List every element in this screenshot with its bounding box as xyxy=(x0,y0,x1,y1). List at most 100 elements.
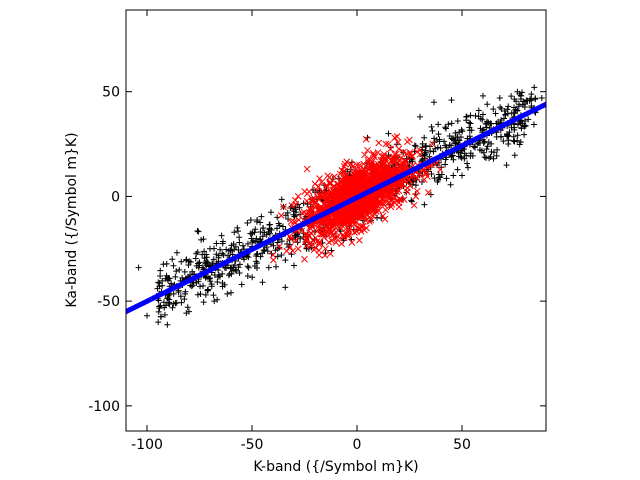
red-cross-point xyxy=(336,170,344,178)
black-plus-point xyxy=(208,283,215,290)
red-cross-point xyxy=(390,153,397,161)
red-cross-point xyxy=(324,172,331,180)
black-plus-point xyxy=(202,291,209,298)
red-cross-point xyxy=(382,166,389,173)
black-plus-point xyxy=(421,134,428,141)
red-cross-point xyxy=(380,154,388,162)
black-plus-point xyxy=(438,164,445,171)
black-plus-point xyxy=(480,111,487,118)
red-cross-point xyxy=(328,237,335,245)
black-plus-point xyxy=(458,154,465,161)
black-plus-point xyxy=(521,131,528,138)
black-plus-point xyxy=(521,123,528,130)
red-cross-point xyxy=(303,190,311,198)
black-plus-point xyxy=(477,125,484,132)
black-plus-point xyxy=(483,124,490,131)
black-plus-point xyxy=(496,94,503,101)
black-plus-point xyxy=(470,143,477,150)
black-plus-point xyxy=(257,253,264,260)
black-plus-point xyxy=(135,264,142,271)
black-plus-point xyxy=(284,240,291,247)
red-cross-point xyxy=(376,193,384,201)
black-plus-point xyxy=(225,252,232,259)
black-plus-point xyxy=(172,273,179,280)
black-plus-point xyxy=(223,246,230,253)
red-cross-point xyxy=(364,197,372,204)
black-plus-point xyxy=(514,121,521,128)
black-plus-point xyxy=(282,284,289,291)
black-plus-point xyxy=(423,142,430,149)
red-cross-point xyxy=(329,231,336,239)
red-cross-point xyxy=(288,202,296,209)
black-plus-point xyxy=(416,172,423,179)
x-tick-label: -100 xyxy=(131,437,163,453)
black-plus-point xyxy=(438,171,445,178)
black-plus-point xyxy=(508,93,515,100)
red-cross-point xyxy=(306,239,314,247)
black-plus-point xyxy=(279,223,286,230)
black-plus-point xyxy=(466,133,473,140)
black-plus-point xyxy=(157,273,164,280)
red-cross-point xyxy=(356,177,363,185)
red-cross-point xyxy=(321,252,329,259)
red-cross-point xyxy=(269,251,277,259)
black-plus-point xyxy=(270,242,277,249)
red-cross-point xyxy=(307,229,315,237)
red-cross-point xyxy=(355,170,363,178)
black-plus-point xyxy=(157,313,164,320)
black-plus-point xyxy=(459,172,465,179)
red-cross-point xyxy=(311,180,319,188)
red-cross-point xyxy=(317,192,325,200)
red-cross-point xyxy=(339,191,347,199)
black-plus-point xyxy=(513,98,520,105)
red-cross-point xyxy=(352,165,360,172)
black-plus-point xyxy=(252,226,259,233)
black-plus-point xyxy=(278,196,285,203)
black-plus-point xyxy=(244,219,251,226)
red-cross-point xyxy=(389,186,397,194)
black-plus-point xyxy=(166,299,173,306)
black-plus-point xyxy=(263,231,270,238)
x-tick-label: 50 xyxy=(453,437,471,453)
red-cross-point xyxy=(341,179,349,187)
black-plus-point xyxy=(194,227,201,234)
red-cross-point xyxy=(349,169,357,177)
black-plus-point xyxy=(475,107,482,114)
red-cross-point xyxy=(287,218,295,225)
black-plus-point xyxy=(516,141,523,148)
black-plus-point xyxy=(532,95,539,102)
black-plus-point xyxy=(461,155,468,162)
black-plus-point xyxy=(236,269,243,276)
black-plus-point xyxy=(161,304,168,311)
black-plus-point xyxy=(435,177,442,184)
red-cross-point xyxy=(308,222,316,230)
red-cross-point xyxy=(379,212,387,220)
black-plus-point xyxy=(201,255,208,262)
black-plus-point xyxy=(163,272,170,279)
black-plus-point xyxy=(457,149,464,156)
black-plus-point xyxy=(236,234,243,241)
red-cross-point xyxy=(294,245,302,253)
black-plus-point xyxy=(228,270,235,277)
black-plus-point xyxy=(185,262,192,269)
black-plus-point xyxy=(273,263,280,270)
black-plus-point xyxy=(498,117,505,124)
red-cross-point xyxy=(397,154,405,161)
black-plus-point xyxy=(155,308,162,315)
black-plus-point xyxy=(430,99,437,106)
black-plus-point xyxy=(213,240,220,247)
red-cross-point xyxy=(350,212,358,219)
black-plus-point xyxy=(232,243,239,250)
black-plus-point xyxy=(254,217,261,224)
red-cross-point xyxy=(326,188,333,196)
blue-fit-point xyxy=(543,101,546,107)
black-plus-point xyxy=(521,98,528,105)
red-cross-point xyxy=(301,255,308,263)
red-cross-point xyxy=(323,223,330,231)
red-cross-point xyxy=(364,212,372,220)
black-plus-point xyxy=(211,271,218,278)
black-plus-point xyxy=(297,235,304,242)
red-cross-point xyxy=(318,178,325,186)
black-plus-point xyxy=(530,121,537,128)
black-plus-point xyxy=(239,242,246,249)
